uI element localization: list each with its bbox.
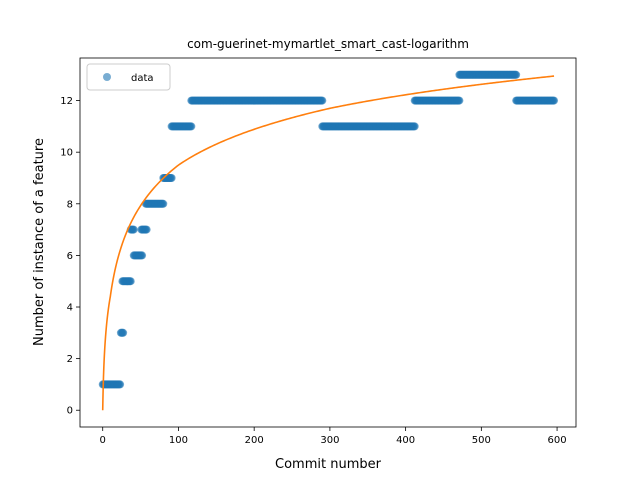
data-point	[119, 328, 128, 337]
data-point	[455, 96, 464, 105]
fit-line	[101, 75, 555, 411]
y-tick-label: 10	[60, 148, 73, 159]
y-tick-label: 8	[67, 199, 73, 210]
y-tick-label: 6	[67, 251, 73, 262]
x-tick-label: 0	[100, 435, 106, 446]
data-point	[410, 122, 419, 131]
x-tick-label: 500	[472, 435, 491, 446]
data-point	[159, 199, 168, 208]
x-tick-label: 600	[548, 435, 567, 446]
legend: data	[86, 63, 171, 91]
x-tick-label: 200	[245, 435, 264, 446]
data-point	[187, 122, 196, 131]
legend-box	[86, 63, 171, 91]
axis-ticks: 0 100 200 300 400 500 600 0 2 4 6 8 10 12	[60, 96, 566, 446]
data-point	[138, 251, 147, 260]
data-point	[116, 380, 125, 389]
x-tick-label: 300	[320, 435, 339, 446]
x-axis-title: Commit number	[275, 457, 382, 472]
y-tick-label: 4	[67, 303, 73, 314]
legend-marker-data	[103, 73, 111, 81]
y-tick-label: 2	[67, 354, 73, 365]
chart-title: com-guerinet-mymartlet_smart_cast-logari…	[187, 37, 469, 51]
data-point	[550, 96, 559, 105]
axes-frame	[79, 57, 577, 428]
y-axis-title: Number of instance of a feature	[32, 138, 47, 346]
data-point	[318, 96, 327, 105]
data-point	[129, 225, 138, 234]
x-tick-label: 400	[396, 435, 415, 446]
data-point	[126, 277, 135, 286]
data-point	[512, 70, 521, 79]
data-point	[167, 173, 176, 182]
legend-label-data: data	[131, 73, 154, 84]
y-tick-label: 12	[60, 96, 73, 107]
x-tick-label: 100	[169, 435, 188, 446]
plot-area	[98, 70, 559, 411]
y-tick-label: 0	[67, 406, 73, 417]
data-point	[142, 225, 151, 234]
